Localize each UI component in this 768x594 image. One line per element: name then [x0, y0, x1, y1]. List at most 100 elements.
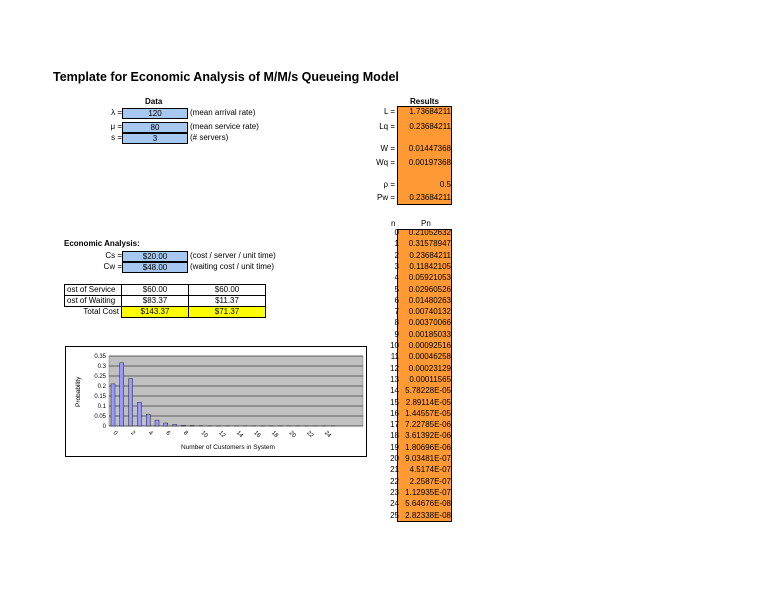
rho-value: 0.5 [439, 180, 451, 189]
prob-n: 0 [394, 228, 399, 237]
prob-n: 8 [394, 318, 399, 328]
L-label: L = [383, 107, 395, 116]
y-tick-label: 0 [103, 424, 107, 430]
probabilities-column [397, 229, 452, 522]
servers-note: (# servers) [190, 133, 229, 142]
x-tick-label: 24 [323, 430, 332, 439]
cw-note: (waiting cost / unit time) [190, 262, 275, 271]
prob-value: 4.5174E-07 [409, 465, 451, 475]
mu-input[interactable]: 80 [122, 122, 188, 133]
mu-note: (mean service rate) [190, 122, 259, 131]
prob-n: 15 [390, 397, 399, 407]
prob-n: 14 [390, 386, 399, 396]
cost-waiting-a: $83.37 [121, 295, 189, 307]
total-cost-a: $143.37 [121, 306, 189, 318]
total-cost-label: Total Cost [83, 307, 119, 317]
total-cost-b: $71.37 [188, 306, 266, 318]
servers-label: s = [111, 133, 122, 142]
prob-n: 16 [390, 408, 399, 418]
prob-n: 17 [390, 420, 399, 430]
prob-value: 0.00740132 [408, 307, 451, 317]
x-tick-label: 4 [147, 430, 154, 437]
prob-value: 3.61392E-06 [405, 431, 451, 441]
prob-n: 25 [390, 510, 399, 520]
prob-n: 6 [394, 295, 399, 305]
y-axis-label: Probability [75, 376, 82, 407]
x-tick-label: 2 [129, 430, 136, 437]
prob-n: 4 [394, 273, 399, 283]
table-row: ost of Service $60.00 $60.00 [64, 284, 266, 296]
L-value: 1.73684211 [409, 107, 451, 116]
Wq-label: Wq = [376, 158, 395, 167]
y-tick-label: 0.25 [94, 374, 106, 380]
Lq-value: 0.23684211 [409, 122, 451, 131]
prob-n: 10 [390, 341, 399, 350]
prob-n: 24 [390, 499, 399, 509]
x-tick-label: 20 [288, 430, 297, 439]
prob-value: 1.12935E-07 [405, 487, 451, 497]
x-tick-label: 10 [200, 430, 209, 439]
W-value: 0.01447368 [408, 144, 451, 153]
cs-note: (cost / server / unit time) [190, 251, 276, 260]
prob-value: 1.44557E-05 [405, 408, 451, 418]
cost-waiting-label: ost of Waiting [64, 295, 122, 307]
prob-n: 18 [390, 431, 399, 441]
x-tick-label: 18 [270, 430, 279, 439]
Lq-label: Lq = [379, 122, 395, 131]
prob-n: 11 [390, 352, 399, 362]
prob-value: 0.00370066 [408, 318, 451, 328]
prob-value: 9.03481E-07 [405, 454, 451, 463]
cost-service-a: $60.00 [121, 284, 189, 296]
results-header: Results [410, 97, 439, 106]
x-tick-label: 12 [217, 430, 226, 439]
servers-input[interactable]: 3 [122, 133, 188, 144]
prob-n: 23 [390, 487, 399, 497]
prob-value: 2.82338E-08 [405, 510, 451, 520]
table-row: Total Cost $143.37 $71.37 [65, 306, 266, 318]
prob-n: 12 [390, 363, 399, 373]
mu-label: μ = [110, 122, 122, 131]
chart-bar [128, 378, 133, 427]
prob-value: 7.22785E-06 [405, 420, 451, 430]
cost-service-label: ost of Service [64, 284, 122, 296]
probability-chart: 0.35 0.3 0.25 0.2 0.15 0.1 0.05 0 0 2 4 6 8 10 12 14 16… [65, 346, 367, 457]
prob-value: 5.64676E-08 [405, 499, 451, 509]
prob-value: 0.00023129 [408, 363, 451, 373]
pn-header: Pn [421, 219, 431, 228]
cs-input[interactable]: $20.00 [122, 251, 188, 262]
y-tick-label: 0.2 [98, 384, 107, 390]
x-tick-label: 0 [112, 430, 119, 437]
lambda-input[interactable]: 120 [122, 108, 188, 119]
prob-value: 2.89114E-05 [405, 397, 451, 407]
y-tick-label: 0.15 [94, 394, 106, 400]
lambda-note: (mean arrival rate) [190, 108, 256, 117]
chart-bar [119, 362, 124, 427]
chart-bar [163, 422, 169, 427]
prob-n: 13 [390, 374, 399, 384]
n-header: n [391, 219, 396, 228]
prob-value: 0.23684211 [409, 250, 451, 260]
chart-bar [172, 424, 177, 427]
prob-value: 0.00011565 [409, 374, 451, 384]
prob-n: 21 [390, 465, 399, 475]
y-tick-label: 0.35 [94, 354, 106, 360]
y-tick-label: 0.3 [98, 364, 107, 370]
Pw-label: Pw = [376, 193, 395, 202]
chart-bar [181, 425, 186, 427]
prob-n: 1 [394, 239, 399, 249]
cs-label: Cs = [105, 251, 122, 260]
prob-n: 5 [394, 284, 399, 294]
Pw-value: 0.23684211 [409, 193, 451, 202]
prob-value: 0.01480263 [408, 295, 451, 305]
chart-bar [110, 383, 116, 427]
page-title: Template for Economic Analysis of M/M/s … [53, 70, 399, 84]
chart-bar [145, 413, 151, 427]
table-row: ost of Waiting $83.37 $11.37 [64, 295, 266, 307]
data-header: Data [145, 97, 163, 106]
cw-input[interactable]: $48.00 [122, 262, 188, 273]
plot-area [108, 355, 364, 427]
x-tick-label: 6 [164, 430, 171, 437]
x-tick-label: 14 [235, 430, 244, 439]
x-tick-label: 22 [305, 430, 314, 439]
prob-value: 0.00185033 [408, 329, 451, 339]
